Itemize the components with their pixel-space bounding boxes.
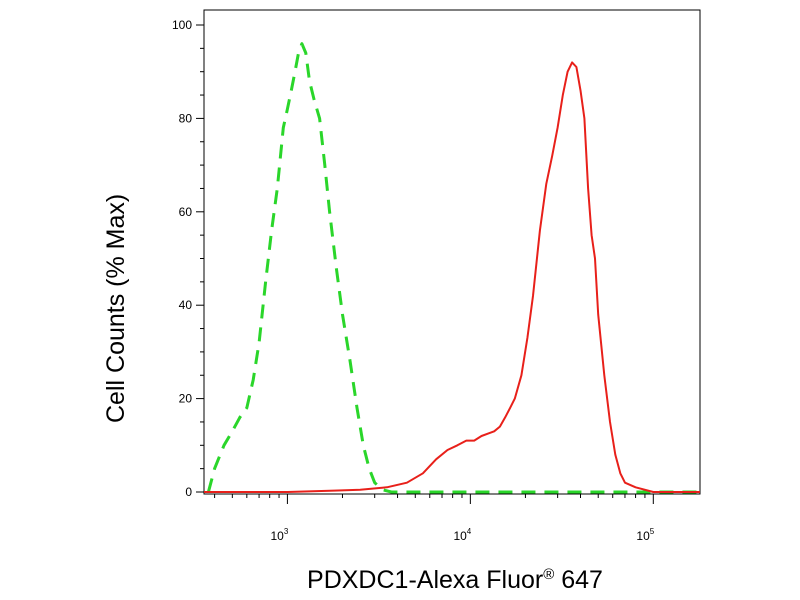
- series-group: [204, 42, 700, 494]
- y-axis-label: Cell Counts (% Max): [102, 193, 130, 423]
- y-tick-label: 80: [179, 111, 193, 125]
- x-tick-label: 105: [636, 527, 654, 543]
- x-axis: 103 104 105: [214, 494, 655, 543]
- y-axis: 0 20 40 60 80 100: [172, 18, 204, 499]
- plot-frame: [203, 9, 701, 495]
- x-axis-label: PDXDC1-Alexa Fluor® 647: [220, 566, 690, 600]
- x-tick-label: 104: [453, 527, 471, 543]
- x-tick-exponent: 3: [284, 527, 289, 536]
- control-histogram-line: [206, 42, 700, 494]
- x-tick-label: 103: [271, 527, 289, 543]
- x-tick-exponent: 4: [467, 527, 472, 536]
- y-tick-label: 40: [179, 298, 193, 312]
- x-axis-label-tail: 647: [554, 566, 603, 594]
- x-tick-exponent: 5: [650, 527, 655, 536]
- y-tick-label: 20: [179, 392, 193, 406]
- y-tick-label: 0: [185, 485, 192, 499]
- x-axis-label-registered-mark: ®: [543, 566, 555, 583]
- y-tick-label: 60: [179, 205, 193, 219]
- y-tick-label: 100: [172, 18, 192, 32]
- pdxdc1-histogram-line: [204, 61, 700, 493]
- x-axis-label-main: PDXDC1-Alexa Fluor: [307, 566, 544, 594]
